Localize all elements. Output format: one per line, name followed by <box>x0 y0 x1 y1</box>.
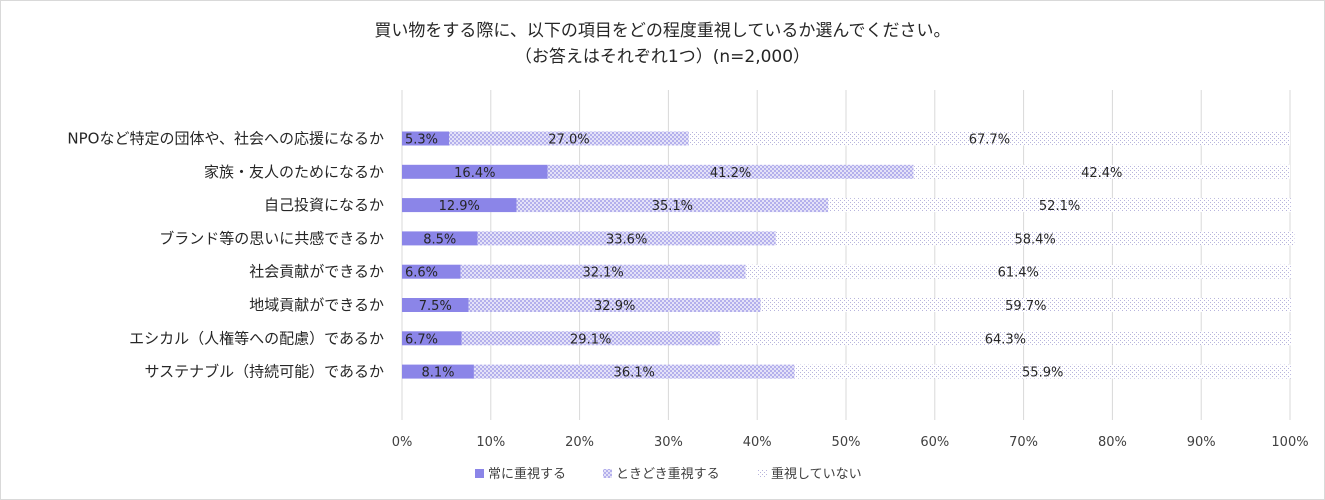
value-label: 61.4% <box>998 266 1039 281</box>
category-label: ブランド等の思いに共感できるか <box>159 229 384 247</box>
value-label: 42.4% <box>1081 166 1122 181</box>
bar-segment <box>913 164 1290 179</box>
category-label: 家族・友人のためになるか <box>204 163 384 181</box>
bar-segment <box>775 231 1295 246</box>
legend-label: ときどき重視する <box>616 466 720 482</box>
bars <box>402 131 1295 379</box>
value-label: 41.2% <box>710 166 751 181</box>
category-label: 自己投資になるか <box>264 196 384 214</box>
value-label: 52.1% <box>1039 199 1080 214</box>
category-label: 社会貢献ができるか <box>249 263 384 281</box>
category-label: NPOなど特定の団体や、社会への応援になるか <box>67 130 384 148</box>
value-label: 32.1% <box>582 266 623 281</box>
bar-segment <box>402 198 517 213</box>
legend: 常に重視する ときどき重視する 重視していない <box>475 466 862 482</box>
x-tick-label: 20% <box>565 435 594 450</box>
x-tick-label: 60% <box>920 435 949 450</box>
value-label: 8.5% <box>423 232 456 247</box>
value-label: 7.5% <box>419 299 452 314</box>
bar-segment <box>402 331 462 346</box>
value-label: 8.1% <box>421 366 454 381</box>
x-tick-label: 50% <box>832 435 861 450</box>
bar-segment <box>760 298 1291 312</box>
chart-title: 買い物をする際に、以下の項目をどの程度重視しているか選んでください。 <box>374 21 951 41</box>
value-label: 6.6% <box>405 266 438 281</box>
bar-segment <box>477 231 776 246</box>
bar-segment <box>468 298 761 312</box>
value-label: 35.1% <box>652 199 693 214</box>
legend-swatch <box>603 469 612 478</box>
value-label: 32.9% <box>594 299 635 314</box>
value-label: 16.4% <box>454 166 495 181</box>
category-label: エシカル（人権等への配慮）であるか <box>129 329 384 347</box>
x-tick-label: 80% <box>1098 435 1127 450</box>
bar-segment <box>473 364 795 379</box>
bar-segment <box>745 264 1291 279</box>
bar-segment <box>828 198 1291 213</box>
bar-segment <box>402 231 478 246</box>
bar-segment <box>402 131 450 146</box>
value-label: 12.9% <box>439 199 480 214</box>
value-label: 29.1% <box>570 332 611 347</box>
legend-label: 常に重視する <box>488 466 566 482</box>
bar-segment <box>402 264 461 279</box>
value-label: 59.7% <box>1005 299 1046 314</box>
x-tick-label: 70% <box>1009 435 1038 450</box>
x-tick-label: 10% <box>476 435 505 450</box>
bar-segment <box>794 364 1291 379</box>
legend-swatch <box>475 469 484 478</box>
value-label: 5.3% <box>405 133 438 148</box>
x-tick-label: 40% <box>743 435 772 450</box>
category-label: 地域貢献ができるか <box>249 296 384 314</box>
value-label: 36.1% <box>614 366 655 381</box>
value-label: 6.7% <box>405 332 438 347</box>
legend-label: 重視していない <box>771 466 862 482</box>
value-label: 55.9% <box>1022 366 1063 381</box>
x-axis-ticks: 0% 10% 20% 30% 40% 50% 60% 70% 80% 90% 100% <box>392 435 1309 450</box>
value-label: 67.7% <box>969 133 1010 148</box>
category-labels: NPOなど特定の団体や、社会への応援になるか家族・友人のためになるか自己投資にな… <box>67 130 384 381</box>
x-tick-label: 30% <box>654 435 683 450</box>
x-tick-label: 100% <box>1271 435 1308 450</box>
bar-segment <box>402 164 548 179</box>
x-tick-label: 0% <box>392 435 413 450</box>
bar-segment <box>688 131 1290 146</box>
bar-segment <box>516 198 829 213</box>
chart-subtitle: （お答えはそれぞれ1つ）(n=2,000） <box>514 47 811 67</box>
bar-segment <box>719 331 1291 346</box>
bar-segment <box>547 164 914 179</box>
legend-swatch <box>758 469 767 478</box>
value-label: 33.6% <box>606 232 647 247</box>
category-label: サステナブル（持続可能）であるか <box>144 363 384 381</box>
bar-segment <box>402 364 474 379</box>
value-labels: 5.3% 27.0% 67.7% 16.4% 41.2% 42.4% 12.9% 35.1% 5… <box>405 133 1122 381</box>
value-label: 58.4% <box>1014 232 1055 247</box>
value-label: 64.3% <box>985 332 1026 347</box>
bar-segment <box>461 331 720 346</box>
value-label: 27.0% <box>548 133 589 148</box>
x-tick-label: 90% <box>1187 435 1216 450</box>
bar-segment <box>449 131 689 146</box>
bar-segment <box>460 264 746 279</box>
bar-segment <box>402 298 469 312</box>
